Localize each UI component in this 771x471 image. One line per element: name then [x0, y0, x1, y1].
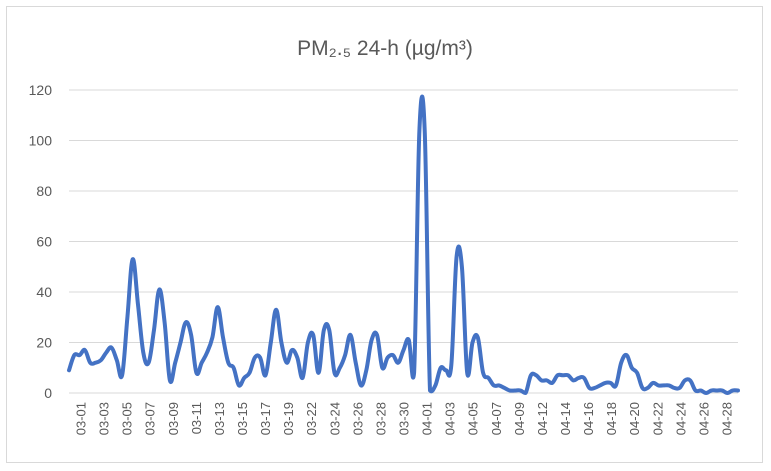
- x-tick-label: 04-03: [443, 402, 458, 435]
- series-line: [67, 94, 740, 395]
- x-tick-label: 03-17: [258, 402, 273, 435]
- x-tick-label: 03-22: [304, 402, 319, 435]
- x-tick-label: 03-01: [74, 402, 89, 435]
- x-tick-label: 03-28: [373, 402, 388, 435]
- x-tick-label: 03-15: [235, 402, 250, 435]
- y-tick-label: 0: [44, 385, 52, 401]
- x-tick-label: 03-24: [327, 402, 342, 435]
- y-tick-label: 100: [29, 133, 53, 149]
- x-tick-label: 04-09: [512, 402, 527, 435]
- x-tick-label: 04-12: [535, 402, 550, 435]
- x-tick-label: 03-03: [97, 402, 112, 435]
- x-tick-label: 04-07: [489, 402, 504, 435]
- x-tick-label: 04-20: [627, 402, 642, 435]
- x-tick-label: 04-16: [581, 402, 596, 435]
- x-tick-label: 04-28: [719, 402, 734, 435]
- y-tick-label: 80: [36, 183, 52, 199]
- x-tick-label: 04-22: [650, 402, 665, 435]
- x-tick-label: 03-11: [189, 402, 204, 434]
- y-tick-label: 40: [36, 284, 52, 300]
- x-tick-label: 04-01: [420, 402, 435, 435]
- x-tick-label: 03-19: [281, 402, 296, 435]
- x-tick-label: 04-14: [558, 402, 573, 435]
- x-tick-label: 03-07: [143, 402, 158, 435]
- x-tick-label: 04-18: [604, 402, 619, 435]
- x-tick-label: 04-24: [673, 402, 688, 435]
- y-tick-label: 120: [29, 82, 53, 98]
- chart-title: PM₂.₅ 24-h (µg/m³): [297, 37, 473, 60]
- chart-area: [6, 6, 763, 463]
- x-tick-label: 03-05: [120, 402, 135, 435]
- x-tick-label: 04-05: [466, 402, 481, 435]
- y-tick-label: 20: [36, 335, 52, 351]
- x-tick-label: 03-30: [397, 402, 412, 435]
- x-tick-label: 03-26: [350, 402, 365, 435]
- x-tick-label: 03-13: [212, 402, 227, 435]
- x-axis-tick-labels: 03-01 03-03 03-05 03-07 03-09 03-11 03-13 03-15…: [74, 402, 735, 435]
- y-tick-label: 60: [36, 234, 52, 250]
- y-axis-tick-labels: 0 20 40 60 80 100 120: [29, 82, 53, 401]
- series-layer: [67, 94, 740, 395]
- x-tick-label: 03-09: [166, 402, 181, 435]
- x-tick-label: 04-26: [696, 402, 711, 435]
